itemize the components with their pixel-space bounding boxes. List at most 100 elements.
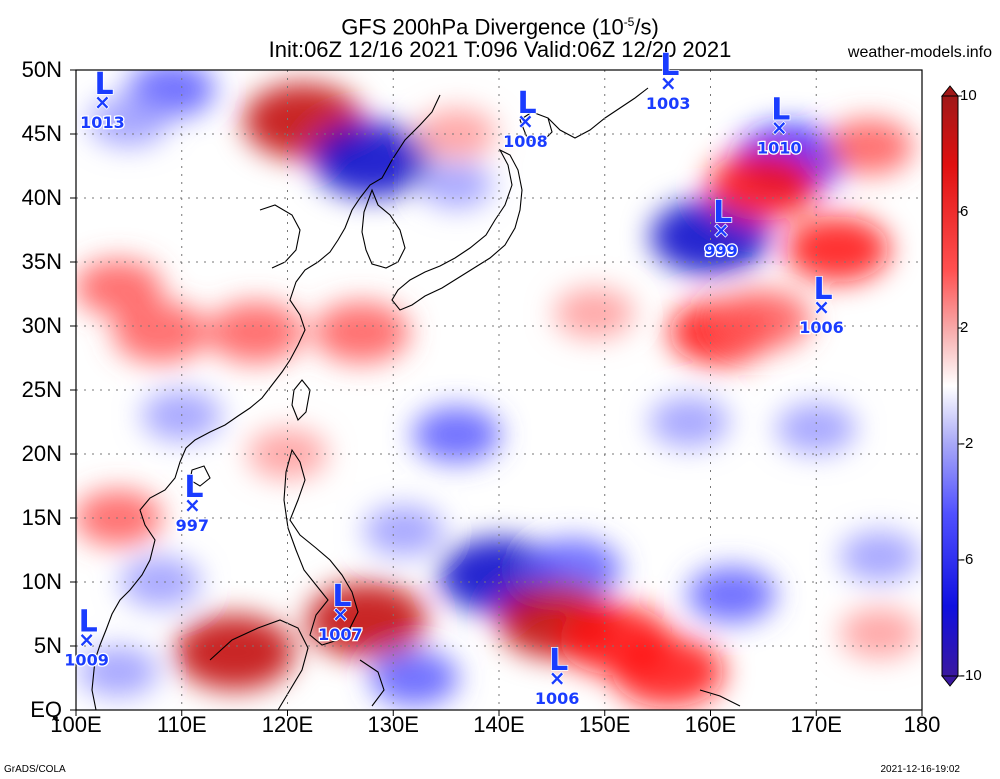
coastlines: [91, 87, 741, 710]
colorbar-label: -6: [960, 551, 974, 568]
field-blob: [612, 636, 725, 708]
lat-label: 30N: [21, 313, 62, 338]
low-center-mark: ×: [549, 666, 566, 690]
lat-label: 50N: [21, 57, 62, 82]
lat-label: 25N: [21, 377, 62, 402]
low-center: L×997: [174, 469, 210, 536]
lat-label: 15N: [21, 505, 62, 530]
lon-label: 140E: [473, 712, 525, 737]
low-letter: L: [79, 605, 98, 640]
low-letter: L: [184, 470, 203, 505]
lat-label: 35N: [21, 249, 62, 274]
lat-label: 40N: [21, 185, 62, 210]
field-blob: [839, 607, 920, 659]
field-blob: [78, 646, 159, 698]
lon-label: 110E: [156, 712, 207, 737]
colorbar-label: 6: [960, 203, 969, 220]
low-center-mark: ×: [660, 71, 677, 95]
lon-label: 150E: [579, 712, 631, 737]
field-blob: [120, 556, 201, 608]
field-blob: [776, 402, 857, 454]
low-center: L×1013: [79, 66, 126, 133]
low-letter: L: [814, 272, 833, 307]
low-pressure-value: 1010: [757, 139, 802, 158]
lon-label: 100E: [50, 712, 102, 737]
field-blob: [412, 406, 501, 463]
field-blob: [687, 566, 776, 623]
colorbar-label: 2: [960, 319, 969, 336]
low-center: L×1009: [63, 604, 110, 671]
software-credit: GrADS/COLA: [4, 764, 66, 775]
lon-label: 170E: [790, 712, 842, 737]
field-blob: [554, 287, 635, 339]
low-center-mark: ×: [771, 116, 788, 140]
low-letter: L: [713, 195, 732, 230]
low-pressure-value: 1007: [318, 625, 363, 644]
gridlines: [76, 70, 922, 710]
field-blob: [416, 108, 497, 160]
field-blob: [649, 396, 730, 448]
low-pressure-value: 1003: [646, 94, 691, 113]
chart-title-line2: Init:06Z 12/16 2021 T:096 Valid:06Z 12/2…: [268, 37, 732, 62]
low-center: L×1007: [317, 578, 364, 645]
lon-label: 130E: [367, 712, 419, 737]
low-center-mark: ×: [332, 602, 349, 626]
low-pressure-value: 1008: [503, 132, 548, 151]
field-blob: [715, 289, 812, 351]
lat-label: 20N: [21, 441, 62, 466]
low-pressure-value: 1013: [80, 113, 125, 132]
low-pressure-value: 999: [704, 241, 737, 260]
field-blob: [312, 121, 433, 198]
lon-label: 120E: [261, 712, 314, 737]
field-blob: [313, 301, 410, 363]
low-letter: L: [549, 643, 568, 678]
low-letter: L: [332, 579, 351, 614]
lat-label: 45N: [21, 121, 62, 146]
field-blob: [174, 614, 295, 691]
low-center: L×1006: [534, 642, 581, 709]
field-blob: [707, 149, 820, 221]
low-letter: L: [771, 93, 790, 128]
source-label: weather-models.info: [847, 44, 992, 61]
colorbar-label: -10: [960, 667, 982, 684]
divergence-field: [76, 70, 920, 708]
low-pressure-value: 1006: [799, 318, 844, 337]
axis-ticks: [70, 69, 923, 716]
field-blob: [306, 582, 427, 659]
low-center-mark: ×: [713, 218, 730, 242]
lon-label: 180: [903, 712, 941, 737]
low-letter: L: [660, 48, 679, 83]
field-blob: [370, 650, 459, 706]
field-blob: [785, 216, 890, 283]
low-pressure-value: 1006: [535, 689, 580, 708]
field-blob: [76, 490, 163, 546]
field-blob: [363, 505, 444, 557]
low-center-mark: ×: [78, 628, 95, 652]
colorbar-label: -2: [960, 435, 974, 452]
low-center: L×1010: [756, 92, 803, 159]
low-center-mark: ×: [813, 295, 830, 319]
field-blob: [112, 301, 209, 363]
low-letter: L: [517, 86, 536, 121]
chart-title-line1: GFS 200hPa Divergence (10-5/s): [341, 14, 659, 40]
low-center: L×1008: [502, 85, 549, 152]
field-blob: [207, 301, 304, 363]
low-pressure-value: 1009: [64, 651, 109, 670]
colorbar: [940, 85, 962, 687]
field-blob: [825, 118, 914, 175]
low-pressure-value: 997: [176, 516, 209, 535]
field-blob: [76, 259, 163, 316]
low-letter: L: [94, 67, 113, 102]
lat-label: EQ: [30, 697, 62, 722]
low-center: L×999: [703, 194, 739, 261]
low-center-mark: ×: [94, 90, 111, 114]
low-center: L×1003: [645, 47, 692, 114]
colorbar-label: 10: [960, 87, 977, 104]
field-blob: [420, 162, 493, 209]
low-center: L×1006: [798, 271, 845, 338]
lon-label: 160E: [684, 712, 737, 737]
lat-label: 5N: [33, 633, 62, 658]
low-center-mark: ×: [517, 109, 534, 133]
